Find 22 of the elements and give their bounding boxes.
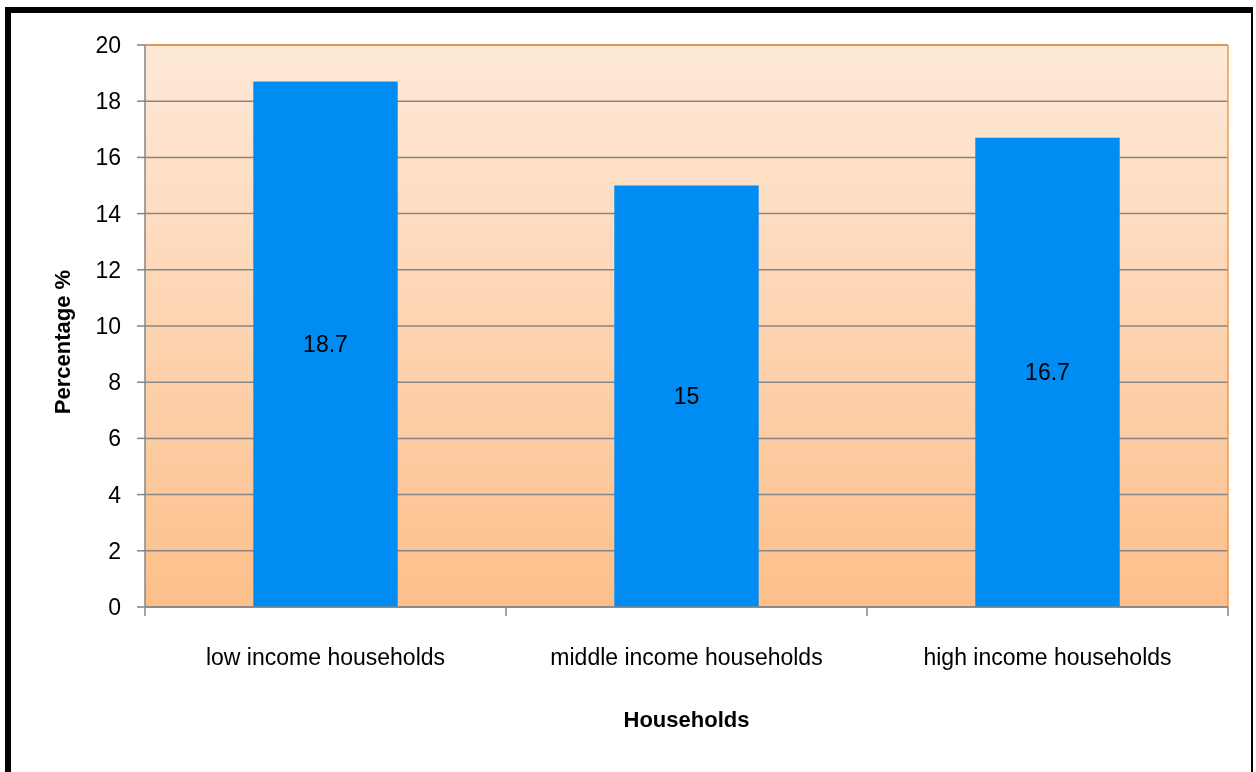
y-tick-label: 14 xyxy=(95,200,122,227)
x-axis-title: Households xyxy=(623,706,750,732)
x-tick-label: middle income households xyxy=(550,644,823,670)
y-tick-label: 4 xyxy=(108,481,122,508)
data-label: 16.7 xyxy=(1025,359,1070,386)
bar xyxy=(253,81,398,607)
x-tick-label: low income households xyxy=(205,644,446,670)
y-tick-label: 2 xyxy=(108,537,121,564)
x-tick-label: high income households xyxy=(923,644,1172,670)
data-label: 18.7 xyxy=(303,331,348,358)
y-tick-label: 18 xyxy=(95,88,121,115)
y-tick-label: 6 xyxy=(108,425,121,452)
y-tick-label: 16 xyxy=(95,144,121,171)
y-tick-label: 10 xyxy=(95,313,121,339)
y-tick-label: 12 xyxy=(95,256,121,283)
bar xyxy=(614,185,759,607)
y-tick-label: 8 xyxy=(108,369,121,396)
y-axis-title: Percentage % xyxy=(49,269,75,415)
y-tick-label: 20 xyxy=(95,32,121,58)
y-tick-label: 0 xyxy=(108,594,121,620)
data-label: 15 xyxy=(673,383,700,410)
bar xyxy=(975,137,1120,607)
